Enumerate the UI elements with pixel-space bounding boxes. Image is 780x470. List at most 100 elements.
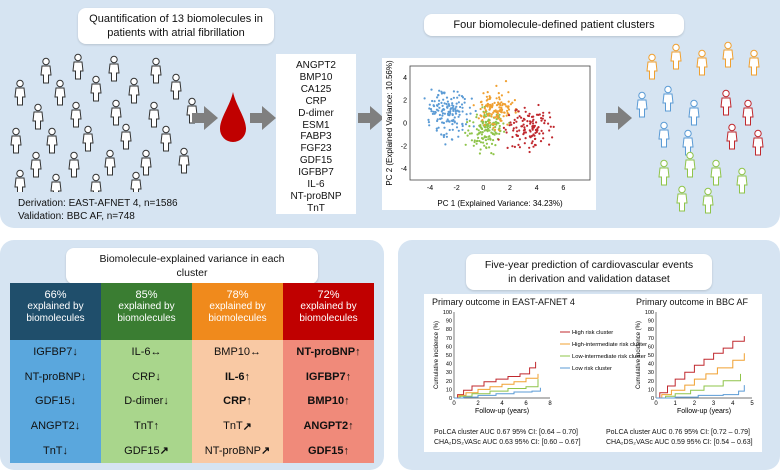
header-line3: biomolecules: [117, 313, 176, 324]
scatter-point: [495, 97, 498, 100]
scatter-point: [468, 106, 471, 109]
scatter-point: [540, 117, 543, 120]
scatter-point: [466, 121, 469, 124]
person-icon: [752, 129, 764, 156]
biomarker-name: IL-6: [131, 346, 151, 359]
scatter-point: [437, 94, 440, 97]
right-km-x-tick: 4: [731, 401, 735, 407]
scatter-point: [542, 132, 545, 135]
header-line2: explained by: [27, 301, 84, 312]
scatter-point: [463, 101, 466, 104]
scatter-point: [441, 114, 444, 117]
scatter-point: [448, 110, 451, 114]
biomarker-cell: BMP10 ↔: [192, 340, 283, 365]
scatter-point: [511, 135, 514, 139]
scatter-point: [476, 133, 479, 136]
right-stats-chads: CHA₂DS₂VASc AUC 0.59 95% CI: [0.54 – 0.6…: [606, 439, 753, 446]
scatter-point: [481, 103, 484, 106]
scatter-point: [522, 129, 525, 132]
scatter-point: [481, 127, 484, 131]
person-icon: [46, 127, 58, 154]
person-icon: [104, 149, 116, 176]
scatter-point: [439, 117, 442, 120]
scatter-point: [528, 120, 532, 123]
biomarker-name: BMP10: [213, 346, 251, 359]
person-icon: [696, 49, 708, 76]
scatter-point: [450, 98, 453, 101]
scatter-point: [488, 135, 491, 138]
scatter-point: [498, 132, 501, 135]
person-icon: [702, 187, 714, 214]
scatter-point: [482, 141, 485, 144]
scatter-point: [457, 101, 460, 104]
left-km-y-tick: 0: [449, 396, 452, 402]
legend-label: High risk cluster: [572, 330, 613, 336]
scatter-point: [437, 102, 440, 106]
person-icon: [170, 73, 182, 100]
scatter-point: [450, 138, 453, 141]
header-line2: explained by: [300, 301, 357, 312]
person-icon: [670, 43, 682, 70]
scatter-point: [487, 118, 490, 121]
scatter-point: [503, 130, 506, 133]
scatter-point: [438, 113, 441, 117]
scatter-point: [528, 135, 531, 138]
trend-arrow-icon: ↑: [345, 370, 352, 383]
biomarker-name: GDF15: [35, 395, 71, 408]
scatter-point: [488, 146, 491, 149]
scatter-point: [455, 105, 458, 108]
right-km-y-tick: 80: [648, 327, 654, 333]
scatter-point: [494, 144, 497, 147]
biomarker-cell: IL-6 ↑: [192, 365, 283, 390]
scatter-point: [507, 100, 510, 103]
person-icon: [120, 123, 132, 150]
scatter-point: [438, 89, 441, 92]
biomarker-cell: IGFBP7 ↓: [10, 340, 101, 365]
scatter-point: [487, 138, 490, 141]
biomarker-cell: NT-proBNP ↗: [192, 438, 283, 463]
scatter-point: [497, 92, 500, 95]
scatter-point: [542, 114, 545, 117]
scatter-point: [458, 94, 461, 97]
trend-arrow-icon: ↓: [70, 395, 76, 408]
scatter-point: [535, 121, 538, 124]
right-km-x-tick: 3: [712, 401, 716, 407]
biomolecule-item: FGF23: [300, 143, 332, 155]
right-km-x-tick: 5: [750, 401, 754, 407]
scatter-point: [529, 122, 532, 125]
scatter-point: [477, 129, 480, 132]
scatter-point: [507, 108, 511, 111]
person-icon: [32, 103, 44, 130]
pca-x-tick: 2: [508, 185, 512, 192]
scatter-point: [480, 133, 483, 136]
person-icon: [90, 75, 102, 102]
scatter-point: [510, 123, 513, 126]
scatter-point: [500, 106, 503, 109]
left-km-x-tick: 2: [476, 401, 480, 407]
scatter-point: [448, 113, 451, 116]
person-icon: [720, 89, 732, 116]
scatter-point: [423, 97, 426, 100]
right-arrow-icon: [192, 106, 218, 130]
scatter-point: [488, 114, 491, 117]
scatter-point: [479, 101, 483, 104]
person-icon: [748, 49, 760, 76]
header-pct: 66%: [44, 289, 67, 301]
scatter-point: [431, 99, 434, 103]
scatter-point: [472, 144, 475, 147]
scatter-point: [508, 124, 511, 127]
biomarker-cell: IL-6 ↔: [101, 340, 192, 365]
scatter-point: [440, 133, 443, 136]
scatter-point: [440, 110, 443, 113]
scatter-point: [494, 125, 497, 129]
scatter-point: [502, 126, 505, 129]
validation-text: Validation: BBC AF, n=748: [18, 211, 135, 222]
scatter-point: [500, 111, 503, 114]
quantification-title: Quantification of 13 biomolecules in pat…: [78, 8, 274, 44]
scatter-point: [526, 124, 529, 127]
biomarker-name: NT-proBNP: [204, 444, 262, 457]
scatter-point: [496, 115, 499, 118]
scatter-point: [489, 124, 492, 127]
left-km-y-tick: 80: [446, 327, 452, 333]
